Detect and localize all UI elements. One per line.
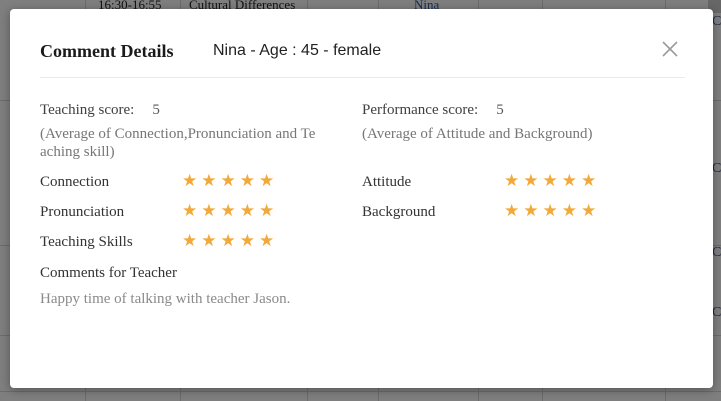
comments-heading: Comments for Teacher bbox=[40, 265, 177, 281]
student-info-header: Nina - Age : 45 - female bbox=[213, 42, 382, 59]
teaching-score-block: Teaching score: 5 (Average of Connection,… bbox=[40, 101, 352, 161]
performance-score-note: (Average of Attitude and Background) bbox=[362, 126, 593, 142]
performance-score-value: 5 bbox=[496, 102, 504, 118]
rating-label: Teaching Skills bbox=[40, 233, 133, 250]
comment-details-dialog: Comment Details Nina - Age : 45 - female… bbox=[10, 9, 713, 388]
performance-ratings: Attitude ★★★★★ Background ★★★★★ bbox=[362, 167, 674, 227]
rating-label: Attitude bbox=[362, 173, 412, 190]
star-rating: ★★★★★ bbox=[504, 170, 601, 191]
performance-score-block: Performance score: 5 (Average of Attitude… bbox=[362, 101, 674, 143]
teaching-ratings: Connection ★★★★★ Pronunciation ★★★★★ Tea… bbox=[40, 167, 352, 257]
rating-row-connection: Connection ★★★★★ bbox=[40, 167, 352, 197]
rating-row-attitude: Attitude ★★★★★ bbox=[362, 167, 674, 197]
teaching-score-value: 5 bbox=[152, 102, 160, 118]
comments-body: Happy time of talking with teacher Jason… bbox=[40, 291, 291, 307]
teaching-score-note: (Average of Connection,Pronunciation and… bbox=[40, 126, 316, 160]
header-divider bbox=[40, 77, 685, 78]
star-rating: ★★★★★ bbox=[504, 200, 601, 221]
close-icon bbox=[661, 40, 679, 61]
close-button[interactable] bbox=[659, 39, 681, 61]
rating-label: Connection bbox=[40, 173, 110, 190]
performance-score-label: Performance score: bbox=[362, 102, 479, 118]
rating-row-background: Background ★★★★★ bbox=[362, 197, 674, 227]
rating-row-pronunciation: Pronunciation ★★★★★ bbox=[40, 197, 352, 227]
star-rating: ★★★★★ bbox=[182, 170, 279, 191]
teaching-score-label: Teaching score: bbox=[40, 102, 135, 118]
rating-row-teaching-skills: Teaching Skills ★★★★★ bbox=[40, 227, 352, 257]
star-rating: ★★★★★ bbox=[182, 200, 279, 221]
dialog-title: Comment Details bbox=[40, 41, 174, 61]
star-rating: ★★★★★ bbox=[182, 230, 279, 251]
rating-label: Background bbox=[362, 203, 436, 220]
rating-label: Pronunciation bbox=[40, 203, 125, 220]
